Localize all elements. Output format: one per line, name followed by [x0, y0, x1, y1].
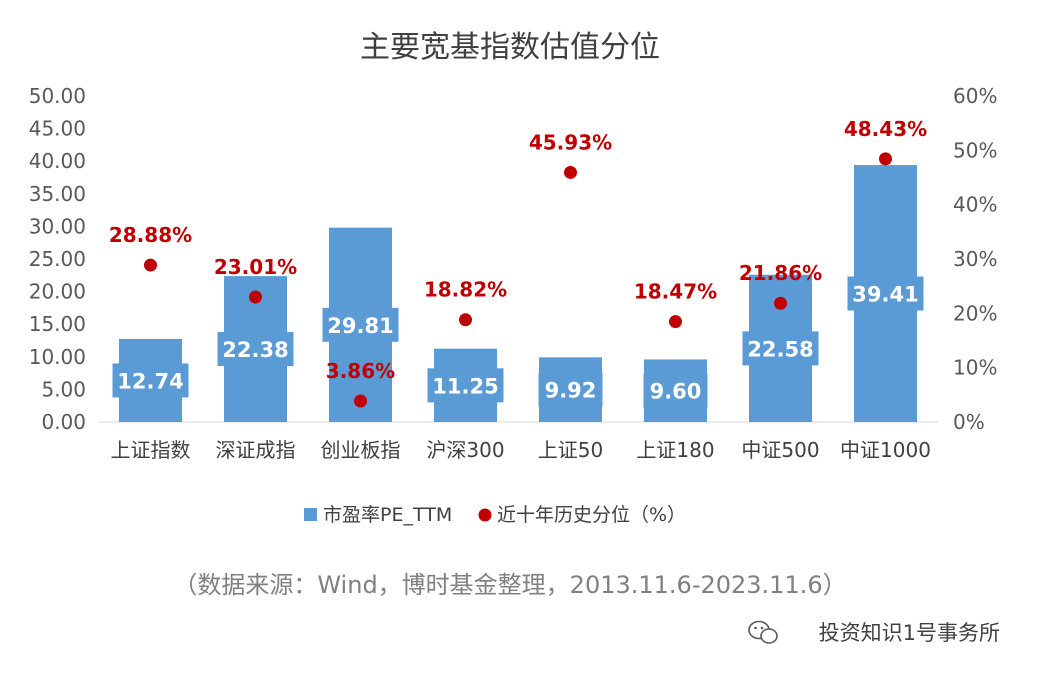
percentile-label: 45.93% — [529, 130, 612, 154]
bar-value-label: 22.58 — [747, 337, 813, 361]
right-axis-ticks: 0% 10% 20% 30% 40% 50% 60% — [953, 84, 997, 434]
percentile-point — [354, 394, 367, 408]
bar-value-label: 9.60 — [650, 380, 702, 404]
y2-tick-label: 30% — [953, 247, 997, 271]
y-tick-label: 35.00 — [29, 182, 86, 206]
legend-bar-swatch — [304, 508, 317, 521]
percentile-label: 21.86% — [739, 261, 822, 285]
wechat-icon — [748, 620, 778, 644]
y-tick-label: 50.00 — [29, 84, 86, 108]
percentile-point — [249, 290, 262, 304]
bar-label-box — [742, 331, 819, 366]
y2-tick-label: 20% — [953, 301, 997, 325]
watermark-text: 投资知识1号事务所 — [819, 621, 1000, 645]
percentile-label: 18.47% — [634, 280, 717, 304]
left-axis-ticks: 0.00 5.00 10.00 15.00 20.00 25.00 30.00 35.00 40… — [29, 84, 86, 434]
y2-tick-label: 60% — [953, 84, 997, 108]
category-label: 沪深300 — [426, 438, 504, 462]
legend-point-label: 近十年历史分位（%） — [497, 504, 686, 526]
bar-label-box — [427, 368, 504, 403]
y-tick-label: 5.00 — [41, 377, 86, 401]
percentile-label: 18.82% — [424, 278, 507, 302]
category-label: 中证1000 — [840, 438, 931, 462]
percentile-point — [669, 315, 682, 329]
bar-value-label: 22.38 — [222, 338, 288, 362]
y-tick-label: 30.00 — [29, 214, 86, 238]
bar-label-box — [847, 276, 924, 311]
source-note: （数据来源：Wind，博时基金整理，2013.11.6-2023.11.6） — [173, 571, 846, 599]
category-label: 上证指数 — [111, 438, 191, 462]
bar-label-box — [643, 373, 708, 408]
y2-tick-label: 10% — [953, 356, 997, 380]
y2-tick-label: 40% — [953, 193, 997, 217]
bar-label-box — [112, 363, 189, 398]
category-labels: 上证指数 深证成指 创业板指 沪深300 上证50 上证180 中证500 中证1000 — [111, 438, 931, 462]
bar-label-box — [322, 307, 399, 342]
bar-label-box — [217, 332, 294, 367]
bar-label-box — [538, 372, 603, 407]
category-label: 上证180 — [636, 438, 714, 462]
y-tick-label: 10.00 — [29, 345, 86, 369]
percentile-label: 23.01% — [214, 255, 297, 279]
category-label: 上证50 — [538, 438, 603, 462]
bar-value-label: 11.25 — [432, 374, 498, 398]
y-tick-label: 15.00 — [29, 312, 86, 336]
bar-value-label: 29.81 — [327, 314, 393, 338]
category-label: 深证成指 — [216, 438, 296, 462]
percentile-label: 48.43% — [844, 117, 927, 141]
bar-value-label: 39.41 — [852, 283, 918, 307]
percentile-point — [144, 258, 157, 272]
legend: 市盈率PE_TTM 近十年历史分位（%） — [304, 504, 686, 526]
percentile-label: 3.86% — [326, 359, 395, 383]
legend-point-swatch — [478, 508, 492, 522]
chart-title: 主要宽基指数估值分位 — [360, 30, 660, 65]
category-label: 创业板指 — [321, 438, 401, 462]
category-label: 中证500 — [741, 438, 819, 462]
percentile-point — [564, 165, 577, 179]
legend-bar-label: 市盈率PE_TTM — [323, 504, 452, 526]
y-tick-label: 20.00 — [29, 280, 86, 304]
percentile-point — [879, 152, 892, 166]
bar-value-label: 12.74 — [117, 369, 183, 393]
y-tick-label: 0.00 — [41, 410, 86, 434]
bar-series: 12.74 22.38 29.81 11.25 9.92 9.60 22.58 39.41 — [112, 165, 924, 422]
percentile-point — [774, 296, 787, 310]
y-tick-label: 40.00 — [29, 149, 86, 173]
y2-tick-label: 50% — [953, 138, 997, 162]
y-tick-label: 45.00 — [29, 117, 86, 141]
bar-value-label: 9.92 — [545, 379, 597, 403]
point-series: 28.88% 23.01% 3.86% 18.82% 45.93% 18.47% 21.86… — [109, 117, 927, 408]
y-tick-label: 25.00 — [29, 247, 86, 271]
y2-tick-label: 0% — [953, 410, 985, 434]
watermark: 投资知识1号事务所 — [748, 620, 1000, 645]
percentile-point — [459, 313, 472, 327]
percentile-label: 28.88% — [109, 223, 192, 247]
